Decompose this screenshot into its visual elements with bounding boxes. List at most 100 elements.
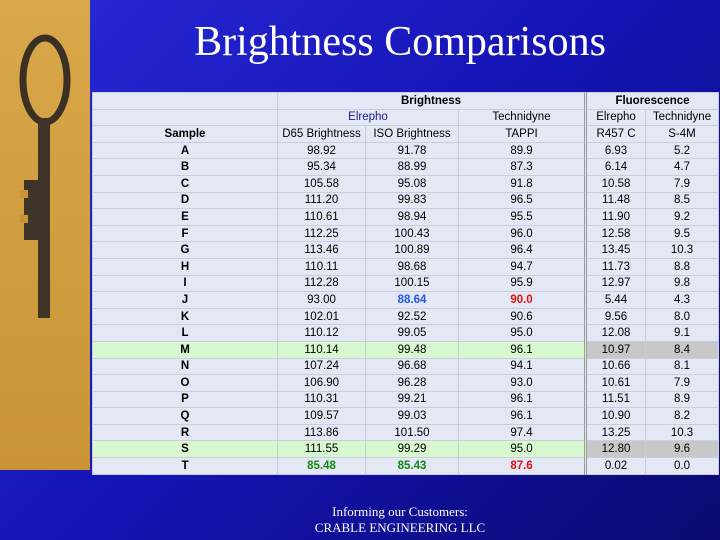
value-cell: 97.4: [457, 423, 587, 442]
value-cell: 96.1: [457, 390, 587, 409]
value-cell: 113.46: [277, 241, 366, 259]
value-cell: 8.2: [645, 407, 720, 425]
sample-cell: G: [92, 241, 278, 259]
value-cell: 96.5: [457, 191, 587, 210]
value-cell: 11.90: [584, 208, 647, 226]
column-header: Sample: [92, 125, 278, 143]
value-cell: 11.51: [584, 390, 647, 409]
column-header: S-4M: [645, 125, 720, 143]
value-cell: 85.43: [365, 457, 459, 475]
sub-header: Elrepho: [584, 108, 647, 127]
sub-header: Elrepho: [277, 108, 459, 127]
value-cell: 111.20: [277, 191, 366, 210]
value-cell: 0.02: [584, 457, 647, 475]
value-cell: 95.34: [277, 158, 366, 176]
column-header: R457 C: [584, 125, 647, 143]
value-cell: 85.48: [277, 457, 366, 475]
sub-header: Technidyne: [457, 108, 587, 127]
value-cell: 95.0: [457, 440, 587, 459]
value-cell: 10.97: [584, 340, 647, 359]
table-row: G 113.46 100.89 96.4 13.45 10.3: [92, 241, 720, 259]
value-cell: 13.45: [584, 241, 647, 259]
group-header: Fluorescence: [584, 92, 720, 110]
value-cell: 90.0: [457, 291, 587, 309]
value-cell: 110.12: [277, 324, 366, 342]
table-row: K 102.01 92.52 90.6 9.56 8.0: [92, 307, 720, 326]
footer-line: CRABLE ENGINEERING LLC: [314, 520, 486, 535]
value-cell: 87.6: [457, 457, 587, 475]
value-cell: 93.0: [457, 374, 587, 392]
value-cell: 0.0: [645, 457, 720, 475]
value-cell: 110.61: [277, 208, 366, 226]
value-cell: 8.0: [645, 307, 720, 326]
value-cell: 99.03: [365, 407, 459, 425]
value-cell: 94.1: [457, 357, 587, 376]
table-row: H 110.11 98.68 94.7 11.73 8.8: [92, 257, 720, 276]
table-row: P 110.31 99.21 96.1 11.51 8.9: [92, 390, 720, 409]
value-cell: 96.28: [365, 374, 459, 392]
table-row: L 110.12 99.05 95.0 12.08 9.1: [92, 324, 720, 342]
sample-cell: B: [92, 158, 278, 176]
value-cell: 111.55: [277, 440, 366, 459]
sample-cell: I: [92, 274, 278, 293]
value-cell: 99.83: [365, 191, 459, 210]
sample-cell: S: [92, 440, 278, 459]
value-cell: 8.4: [645, 340, 720, 359]
value-cell: 96.4: [457, 241, 587, 259]
value-cell: 112.28: [277, 274, 366, 293]
sample-cell: O: [92, 374, 278, 392]
value-cell: 95.5: [457, 208, 587, 226]
sample-cell: T: [92, 457, 278, 475]
value-cell: 9.8: [645, 274, 720, 293]
sub-header: Technidyne: [645, 108, 720, 127]
value-cell: 12.58: [584, 224, 647, 243]
value-cell: 105.58: [277, 174, 366, 193]
sample-cell: M: [92, 340, 278, 359]
table-row: I 112.28 100.15 95.9 12.97 9.8: [92, 274, 720, 293]
table-row: Q 109.57 99.03 96.1 10.90 8.2: [92, 407, 720, 425]
sample-cell: R: [92, 423, 278, 442]
sample-cell: Q: [92, 407, 278, 425]
value-cell: 8.8: [645, 257, 720, 276]
value-cell: 7.9: [645, 174, 720, 193]
value-cell: 6.14: [584, 158, 647, 176]
value-cell: 5.44: [584, 291, 647, 309]
sample-cell: D: [92, 191, 278, 210]
value-cell: 94.7: [457, 257, 587, 276]
table-row: C 105.58 95.08 91.8 10.58 7.9: [92, 174, 720, 193]
key-photo: [0, 0, 90, 470]
sample-cell: H: [92, 257, 278, 276]
value-cell: 9.2: [645, 208, 720, 226]
value-cell: 10.3: [645, 423, 720, 442]
table-row: E 110.61 98.94 95.5 11.90 9.2: [92, 208, 720, 226]
sample-cell: C: [92, 174, 278, 193]
value-cell: 98.94: [365, 208, 459, 226]
value-cell: 100.89: [365, 241, 459, 259]
value-cell: 106.90: [277, 374, 366, 392]
value-cell: 92.52: [365, 307, 459, 326]
value-cell: 96.1: [457, 407, 587, 425]
value-cell: 99.05: [365, 324, 459, 342]
value-cell: 11.48: [584, 191, 647, 210]
value-cell: 9.5: [645, 224, 720, 243]
value-cell: 102.01: [277, 307, 366, 326]
value-cell: 95.9: [457, 274, 587, 293]
value-cell: 113.86: [277, 423, 366, 442]
value-cell: 12.08: [584, 324, 647, 342]
table-row: M 110.14 99.48 96.1 10.97 8.4: [92, 340, 720, 359]
footer: Informing our Customers: CRABLE ENGINEERI…: [250, 504, 550, 536]
value-cell: 90.6: [457, 307, 587, 326]
value-cell: 96.68: [365, 357, 459, 376]
value-cell: 10.3: [645, 241, 720, 259]
value-cell: 88.99: [365, 158, 459, 176]
sample-cell: E: [92, 208, 278, 226]
value-cell: 98.68: [365, 257, 459, 276]
value-cell: 13.25: [584, 423, 647, 442]
value-cell: 8.1: [645, 357, 720, 376]
footer-line: Informing our Customers:: [332, 504, 468, 519]
value-cell: 7.9: [645, 374, 720, 392]
value-cell: 100.43: [365, 224, 459, 243]
value-cell: 12.97: [584, 274, 647, 293]
value-cell: 110.14: [277, 340, 366, 359]
